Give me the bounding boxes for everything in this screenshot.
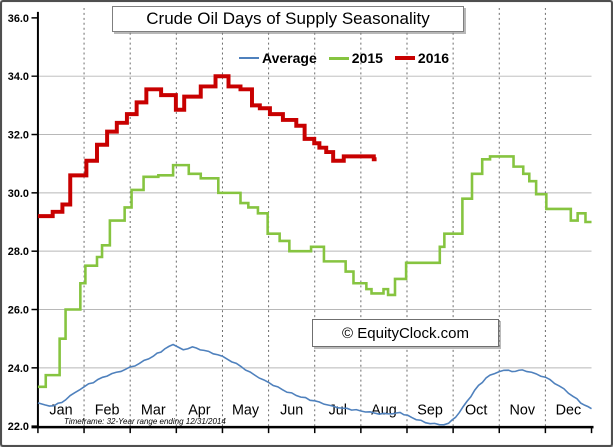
svg-text:May: May	[232, 402, 260, 418]
y-axis-labels: 36.0 34.0 32.0 30.0 28.0 26.0 24.0 22.0	[8, 13, 29, 433]
legend-item-2015: 2015	[328, 50, 383, 66]
svg-text:28.0: 28.0	[8, 246, 29, 258]
svg-text:Jun: Jun	[280, 402, 303, 418]
chart-title-box: Crude Oil Days of Supply Seasonality	[112, 6, 464, 32]
timeframe-footnote: Timeframe: 32-Year range ending 12/31/20…	[64, 417, 226, 426]
series-average	[37, 343, 592, 426]
watermark-box: © EquityClock.com	[312, 319, 499, 347]
legend-item-2016: 2016	[394, 50, 450, 66]
legend-label-2015: 2015	[351, 50, 383, 66]
svg-text:Aug: Aug	[371, 402, 397, 418]
legend-label-average: Average	[262, 50, 317, 66]
svg-text:Jan: Jan	[49, 402, 72, 418]
svg-text:30.0: 30.0	[8, 188, 29, 200]
legend: Average 2015 2016	[239, 49, 449, 67]
svg-text:32.0: 32.0	[8, 129, 29, 141]
average-line-swatch	[239, 57, 259, 59]
legend-label-2016: 2016	[417, 50, 450, 66]
svg-text:Nov: Nov	[510, 402, 536, 418]
svg-text:Feb: Feb	[95, 402, 120, 418]
axes	[31, 11, 594, 434]
svg-text:Oct: Oct	[465, 402, 487, 418]
month-gridlines	[83, 7, 546, 427]
svg-text:22.0: 22.0	[8, 421, 29, 433]
svg-text:Dec: Dec	[556, 402, 582, 418]
svg-text:Jul: Jul	[329, 402, 347, 418]
chart-title: Crude Oil Days of Supply Seasonality	[146, 9, 430, 28]
svg-text:Apr: Apr	[188, 402, 211, 418]
line-2016-swatch	[394, 56, 415, 60]
x-axis-month-labels: Jan Feb Mar Apr May Jun Jul Aug Sep Oct Nov Dec	[49, 402, 581, 418]
svg-text:24.0: 24.0	[8, 363, 29, 375]
svg-text:Sep: Sep	[417, 402, 443, 418]
legend-item-average: Average	[239, 50, 317, 66]
svg-text:Mar: Mar	[141, 402, 166, 418]
line-2015-swatch	[328, 56, 349, 60]
svg-text:36.0: 36.0	[8, 13, 29, 25]
watermark-text: © EquityClock.com	[342, 324, 469, 342]
series-2016	[37, 74, 377, 219]
series-2015	[37, 155, 592, 389]
svg-text:26.0: 26.0	[8, 304, 29, 316]
svg-text:34.0: 34.0	[8, 71, 29, 83]
